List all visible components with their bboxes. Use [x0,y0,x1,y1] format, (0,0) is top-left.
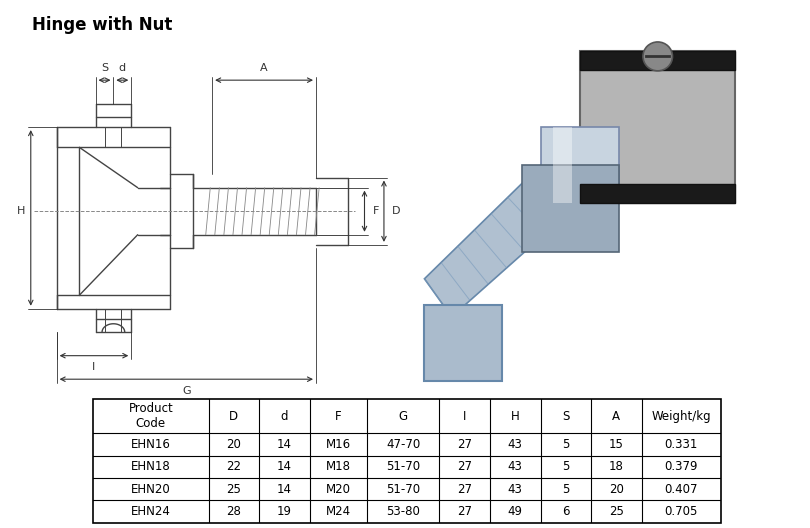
Text: d: d [280,410,288,422]
Text: G: G [182,386,190,396]
Polygon shape [580,51,735,203]
Circle shape [643,42,672,71]
Text: 0.407: 0.407 [664,483,698,496]
Polygon shape [580,51,735,70]
Text: 53-80: 53-80 [386,505,420,518]
Text: H: H [511,410,520,422]
Text: S: S [100,63,108,73]
Text: 51-70: 51-70 [386,483,420,496]
Text: M18: M18 [326,460,351,474]
Polygon shape [552,127,572,203]
Text: EHN20: EHN20 [131,483,171,496]
Text: 28: 28 [227,505,241,518]
Text: D: D [229,410,238,422]
Text: 49: 49 [508,505,522,518]
Text: 0.331: 0.331 [664,438,698,451]
Text: S: S [562,410,569,422]
Text: 27: 27 [458,460,472,474]
Polygon shape [424,165,580,317]
Text: 20: 20 [227,438,241,451]
Text: 14: 14 [277,460,292,474]
Text: A: A [260,63,268,73]
Text: 27: 27 [458,505,472,518]
Text: A: A [612,410,620,422]
Text: 47-70: 47-70 [386,438,420,451]
Text: Product
Code: Product Code [129,402,173,430]
Text: 5: 5 [562,483,569,496]
Text: Hinge with Nut: Hinge with Nut [32,16,173,34]
Polygon shape [522,165,619,252]
Text: 51-70: 51-70 [386,460,420,474]
Text: I: I [92,362,96,372]
Text: M24: M24 [326,505,351,518]
Text: M16: M16 [326,438,351,451]
Text: D: D [392,206,400,216]
Text: 25: 25 [227,483,241,496]
Text: M20: M20 [326,483,351,496]
Text: 14: 14 [277,483,292,496]
Text: F: F [335,410,342,422]
Text: 22: 22 [226,460,241,474]
Text: 27: 27 [458,483,472,496]
Text: 20: 20 [609,483,624,496]
Polygon shape [424,305,502,381]
Text: 18: 18 [609,460,624,474]
Text: 5: 5 [562,460,569,474]
Text: 27: 27 [458,438,472,451]
Text: 43: 43 [508,438,522,451]
Text: EHN18: EHN18 [131,460,171,474]
Text: 14: 14 [277,438,292,451]
Text: F: F [373,206,379,216]
Text: 0.379: 0.379 [664,460,698,474]
Polygon shape [541,127,619,203]
Text: 0.705: 0.705 [664,505,698,518]
Text: 19: 19 [277,505,292,518]
Text: 25: 25 [609,505,624,518]
Text: d: d [118,63,126,73]
Text: G: G [399,410,408,422]
Text: I: I [463,410,467,422]
Polygon shape [580,184,735,203]
Text: EHN24: EHN24 [131,505,171,518]
Text: 43: 43 [508,483,522,496]
Text: EHN16: EHN16 [131,438,171,451]
Text: 6: 6 [562,505,569,518]
Text: Weight/kg: Weight/kg [651,410,711,422]
Text: H: H [17,206,25,216]
Text: 15: 15 [609,438,624,451]
Text: 5: 5 [562,438,569,451]
Text: 43: 43 [508,460,522,474]
